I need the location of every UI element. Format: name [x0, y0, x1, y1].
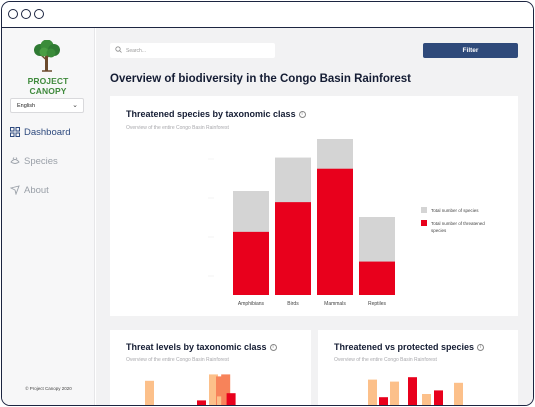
threat-levels-card: Threat levels by taxonomic class i Overv…: [110, 330, 311, 405]
page-title: Overview of biodiversity in the Congo Ba…: [110, 73, 411, 85]
legend-label-total: Total number of species: [431, 208, 479, 213]
x-tick-label: Reptiles: [368, 301, 387, 307]
dashboard-grid-icon: [10, 127, 20, 137]
card-subtitle: Overview of the entire Congo Basin Rainf…: [334, 357, 437, 363]
card-subtitle: Overview of the entire Congo Basin Rainf…: [126, 357, 229, 363]
search-placeholder: Search...: [126, 47, 147, 54]
sidebar-item-label: About: [24, 184, 49, 196]
sidebar-item-dashboard[interactable]: Dashboard: [10, 124, 90, 140]
info-icon[interactable]: i: [269, 343, 277, 351]
protected-bar: [408, 377, 417, 405]
threatened-species-card: Threatened species by taxonomic class i …: [110, 96, 518, 316]
threat-level-bar: [145, 380, 154, 405]
chevron-down-icon: ⌄: [72, 102, 78, 109]
threatened-vs-protected-chart: [368, 377, 463, 405]
card-title-text: Threatened species by taxonomic class: [126, 109, 296, 119]
bar-threatened-amphibians: [233, 231, 269, 295]
threat-level-bar: [226, 393, 236, 405]
card-title: Threatened species by taxonomic class i: [126, 109, 306, 119]
protected-bar: [434, 390, 443, 405]
card-title: Threatened vs protected species i: [334, 342, 485, 352]
language-value: English: [17, 102, 36, 109]
legend-swatch-threatened: [421, 220, 427, 226]
legend-item-threatened: Total number of threatened species: [421, 220, 491, 234]
species-icon: [10, 157, 20, 164]
sidebar-item-about[interactable]: About: [10, 182, 90, 198]
chart-legend: Total number of species Total number of …: [421, 207, 491, 240]
about-icon: [10, 185, 20, 195]
sidebar-item-label: Dashboard: [24, 126, 71, 138]
legend-label-threatened: Total number of threatened species: [431, 221, 485, 233]
bar-threatened-birds: [275, 202, 311, 295]
info-icon[interactable]: i: [298, 110, 306, 118]
threat-level-bar: [209, 374, 218, 405]
window-close-dot[interactable]: [8, 9, 18, 19]
sidebar: PROJECT CANOPY English ⌄ Dashboard Speci…: [2, 28, 95, 405]
threat-level-bar: [221, 374, 231, 405]
card-title-text: Threatened vs protected species: [334, 342, 475, 352]
legend-swatch-total: [421, 207, 427, 213]
logo-text: PROJECT CANOPY: [27, 76, 69, 96]
x-tick-label: Birds: [287, 301, 299, 307]
filter-button[interactable]: Filter: [423, 43, 518, 58]
threat-level-bar: [197, 400, 206, 405]
sidebar-item-label: Species: [24, 155, 58, 167]
protected-bar: [454, 382, 463, 405]
info-icon[interactable]: i: [477, 343, 485, 351]
window-maximize-dot[interactable]: [34, 9, 44, 19]
search-icon: [115, 46, 122, 53]
bar-threatened-reptiles: [359, 261, 395, 295]
x-tick-label: Mammals: [324, 301, 346, 307]
legend-item-total: Total number of species: [421, 207, 491, 214]
window-titlebar: [2, 2, 533, 28]
threat-levels-chart: [145, 374, 236, 405]
card-title-text: Threat levels by taxonomic class: [126, 342, 267, 352]
threatened-vs-protected-card: Threatened vs protected species i Overvi…: [318, 330, 518, 405]
threat-level-bar: [216, 376, 225, 405]
tree-logo-icon: [34, 40, 60, 72]
search-input[interactable]: Search...: [110, 43, 275, 58]
protected-bar: [422, 394, 431, 405]
window-minimize-dot[interactable]: [21, 9, 31, 19]
main-content: Search... Filter Overview of biodiversit…: [96, 28, 533, 405]
protected-bar: [368, 379, 377, 405]
card-subtitle: Overview of the entire Congo Basin Rainf…: [126, 125, 229, 131]
protected-bar: [390, 381, 399, 405]
x-tick-label: Amphibians: [238, 301, 265, 307]
sidebar-item-species[interactable]: Species: [10, 153, 90, 169]
language-select[interactable]: English ⌄: [10, 98, 84, 113]
copyright-text: © Project Canopy 2020: [25, 386, 72, 391]
card-title: Threat levels by taxonomic class i: [126, 342, 277, 352]
threatened-species-chart: Amphibians Birds Mammals Reptiles: [208, 139, 395, 307]
bar-threatened-mammals: [317, 168, 353, 295]
protected-bar: [379, 397, 388, 405]
